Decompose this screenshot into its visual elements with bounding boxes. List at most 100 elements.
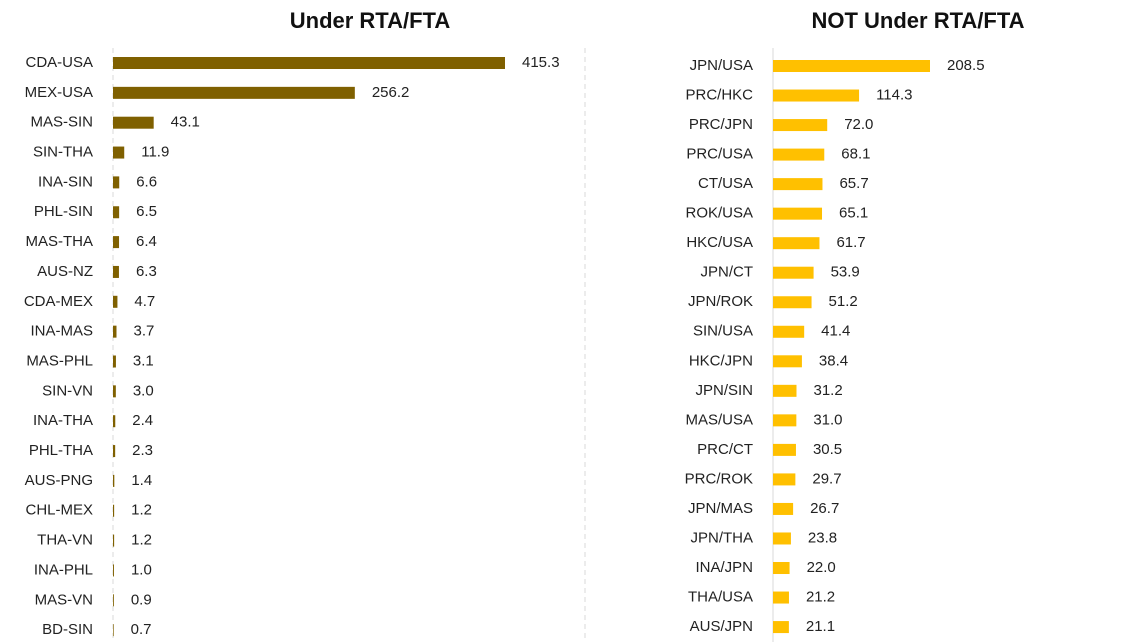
category-label: HKC/USA [686,234,753,251]
bar [773,355,802,368]
bar [113,474,115,487]
bar [113,445,116,458]
value-label: 29.7 [812,470,841,487]
category-label: JPN/CT [701,264,754,281]
value-label: 114.3 [876,86,912,103]
value-label: 53.9 [831,264,860,281]
category-label: INA/JPN [695,559,753,576]
value-label: 208.5 [947,57,985,74]
value-label: 65.7 [839,175,868,192]
value-label: 6.4 [136,233,157,250]
category-label: INA-MAS [30,323,93,340]
bar [773,621,789,634]
bar [113,57,505,69]
category-label: SIN/USA [693,323,753,340]
category-label: PRC/JPN [689,116,753,133]
bar [113,504,115,517]
category-label: CDA-MEX [24,293,93,310]
value-label: 43.1 [171,114,200,131]
category-label: HKC/JPN [689,352,753,369]
value-label: 72.0 [844,116,873,133]
category-label: INA-SIN [38,173,93,190]
bar [773,591,789,604]
category-label: MAS-THA [26,233,94,250]
category-label: BD-SIN [42,621,93,638]
category-label: MEX-USA [25,84,93,101]
value-label: 1.4 [131,472,152,489]
value-label: 41.4 [821,323,850,340]
value-label: 0.7 [131,621,152,638]
category-label: PRC/CT [697,441,753,458]
category-label: CDA-USA [25,54,93,71]
bar [113,385,116,398]
value-label: 3.0 [133,382,154,399]
category-label: INA-PHL [34,561,93,578]
bar [773,89,860,102]
bar [773,296,812,309]
category-label: JPN/THA [690,529,753,546]
bar [113,534,115,547]
category-label: AUS-NZ [37,263,93,280]
bar [773,266,814,279]
chart-title: NOT Under RTA/FTA [811,8,1024,33]
value-label: 3.7 [133,323,154,340]
bar [773,562,790,575]
value-label: 3.1 [133,352,154,369]
category-label: CT/USA [698,175,753,192]
value-label: 22.0 [807,559,836,576]
bar [773,237,820,250]
category-label: SIN-VN [42,382,93,399]
bar [773,532,791,545]
category-label: MAS-SIN [30,114,93,131]
category-label: MAS/USA [685,411,753,428]
value-label: 38.4 [819,352,848,369]
value-label: 6.5 [136,203,157,220]
category-label: AUS-PNG [25,472,93,489]
category-label: THA-VN [37,532,93,549]
category-label: MAS-PHL [26,352,93,369]
category-label: PHL-SIN [34,203,93,220]
category-label: JPN/MAS [688,500,753,517]
category-label: JPN/SIN [695,382,753,399]
value-label: 1.2 [131,532,152,549]
bar [773,473,796,486]
category-label: PRC/HKC [685,86,753,103]
value-label: 6.6 [136,173,157,190]
value-label: 31.2 [813,382,842,399]
value-label: 68.1 [841,146,870,163]
bar [113,116,154,129]
bar [113,325,117,338]
category-label: INA-THA [33,412,93,429]
category-label: PHL-THA [29,442,93,459]
value-label: 11.9 [141,144,169,161]
category-label: PRC/ROK [685,470,753,487]
bar [113,355,116,368]
category-label: JPN/ROK [688,293,753,310]
bar [113,146,125,159]
value-label: 256.2 [372,84,410,101]
bar [773,148,825,161]
category-label: PRC/USA [686,146,753,163]
bar [773,384,797,397]
chart-title: Under RTA/FTA [290,8,451,33]
bar [113,236,120,249]
category-label: CHL-MEX [25,502,93,519]
bar [773,325,805,338]
bar [773,119,828,132]
bar [773,207,823,220]
bar [113,86,355,99]
value-label: 23.8 [808,529,837,546]
value-label: 61.7 [836,234,865,251]
bar [773,443,796,456]
category-label: AUS/JPN [690,618,753,635]
value-label: 26.7 [810,500,839,517]
bar [113,206,120,219]
bar [113,624,114,637]
bar [773,414,797,427]
value-label: 65.1 [839,205,868,222]
bar [773,178,823,191]
value-label: 51.2 [829,293,858,310]
bar [113,176,120,189]
value-label: 2.4 [132,412,153,429]
